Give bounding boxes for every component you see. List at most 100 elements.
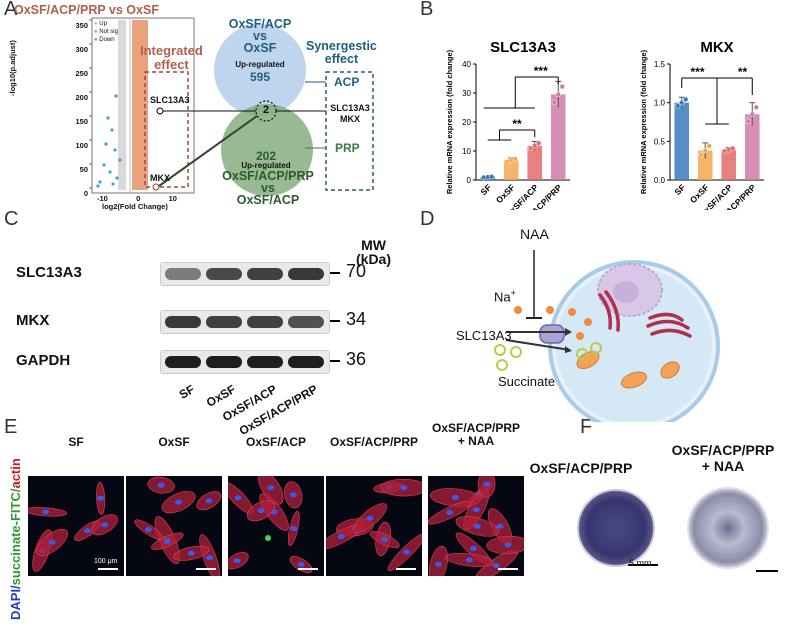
point-1-1-0 [698,152,704,158]
blot-band [247,268,283,280]
mkx-point [152,183,160,191]
point-0-3-1 [555,91,561,98]
scale-bar [396,568,416,570]
nucleus-dapi [434,561,442,567]
nucleus-dapi [381,537,389,543]
nucleus-dapi [101,522,109,528]
point-1-0-1 [679,100,685,106]
nucleolus [613,281,639,303]
arrow-na-head [565,328,572,336]
sig-label-2: *** [690,65,704,79]
volcano-yticks [89,19,92,189]
nucleus-dapi [234,495,242,501]
ytick-label-1-2: 1.0 [654,99,666,108]
bar-1-0 [674,102,690,180]
mw-value: 34 [346,309,367,329]
bar-0-1 [503,160,519,180]
fluor-image [126,476,222,576]
nucleus-dapi [504,542,512,548]
chart-title-0: SLC13A3 [490,39,556,56]
fluor-group-label: OxSF/ACP/PRP + NAA [431,421,521,448]
fluor-group-label: SF [68,435,84,449]
scale-bar-f1-label: 5 mm [629,558,652,568]
na-ions [514,306,592,340]
volcano-ytick-labels: 350 300 250 200 150 100 50 0 [75,21,88,198]
slc13a3-transporter [539,324,565,344]
volcano-xlabel: log2(Fold Change) [102,202,168,211]
arrow-succ-in [505,339,571,351]
point-0-1-2 [512,156,518,162]
blot-band [247,356,283,368]
venn-bot-title: OxSF/ACP/PRP vs OxSF/ACP [222,169,314,207]
point-1-3-1 [749,111,755,117]
fluor-image [326,476,422,576]
slc13a3-point [156,107,164,115]
blot-strip [160,262,330,286]
point-1-0-2 [683,96,689,103]
nucleus-dapi [446,510,454,516]
nucleus-dapi [206,555,214,561]
nucleus-dapi [289,492,297,498]
scale-bar [498,568,518,570]
nucleus-dapi [175,499,183,505]
scale-bar-f2 [756,570,778,572]
blot-band [206,356,242,368]
blot-lane-label: SF [176,382,197,402]
venn-circle-prp [221,104,313,196]
plate-label-1: OxSF/ACP/PRP [529,460,633,476]
blot-band [288,356,324,368]
sig-label-3: ** [738,65,748,79]
bar-1-3 [744,114,760,180]
blot-strip [160,350,330,374]
nucleus-dapi [205,498,213,504]
blot-band [247,316,283,328]
nucleus-dapi [473,523,481,529]
panel-label-e: E [4,416,18,438]
blot-band [206,268,242,280]
nucleus-dapi [157,482,165,488]
panel-a: OxSF/ACP/PRP vs OxSF [0,0,420,211]
legend-notsig: ● Not sig [94,29,118,35]
mw-tick [330,320,340,322]
nucleus-dapi [267,485,275,491]
fluor-group-label: OxSF/ACP/PRP [329,435,419,449]
integrated-effect-label: Integrated effect [140,43,203,72]
ytick-label-1-1: 0.5 [654,137,666,146]
point-1-1-2 [706,143,712,149]
blot-protein-label: GAPDH [16,352,71,369]
nucleus-dapi [97,495,105,501]
cell-cytoplasm [556,268,712,422]
gene-label-slc13a3: SLC13A3 [150,95,190,105]
blot-band [165,356,201,368]
chart-title-1: MKX [700,39,733,56]
nucleus-dapi [492,563,500,569]
nucleus-dapi [337,534,345,540]
succinate-molecules [494,342,602,371]
ytick-label-1-0: 0.0 [654,176,666,185]
legend-down: ● Down [94,37,115,43]
blot-band [165,268,201,280]
panel-label-a: A [4,0,18,20]
point-1-3-2 [753,104,759,110]
nucleus-dapi [233,558,241,564]
venn-circle-acp [214,24,306,116]
ytick-label-0-4: 40 [462,60,471,69]
nucleus-dapi [366,515,374,521]
ytick-label-0-2: 20 [462,118,471,127]
volcano-down-points [96,94,122,188]
panel-c: MW (kDa) SLC13A3 70 MKX 34 GAPDH 36 SF OxSF OxSF… [0,210,420,438]
mw-tick [330,272,340,274]
volcano-legend: ● Up ● Not sig ● Down [94,20,118,44]
panel-b-charts: SLC13A3 0 10 20 30 40 Relative mRNA expression… [445,39,764,210]
nucleus-dapi [48,539,56,545]
scale-bar-label: 100 μm [94,558,118,565]
stain-legend: DAPI/succinate-FITC/actin [8,458,23,620]
ytick-label-0-3: 30 [462,89,471,98]
bar-1-2 [721,149,737,180]
fluor-group-label: OxSF/ACP [245,435,306,449]
prp-label: PRP [335,141,360,155]
fluor-image: 100 μm [28,476,124,576]
synergy-label: Synergestic effect [306,39,377,66]
gene-label-mkx: MKX [150,173,170,183]
mitochondria [576,350,680,389]
